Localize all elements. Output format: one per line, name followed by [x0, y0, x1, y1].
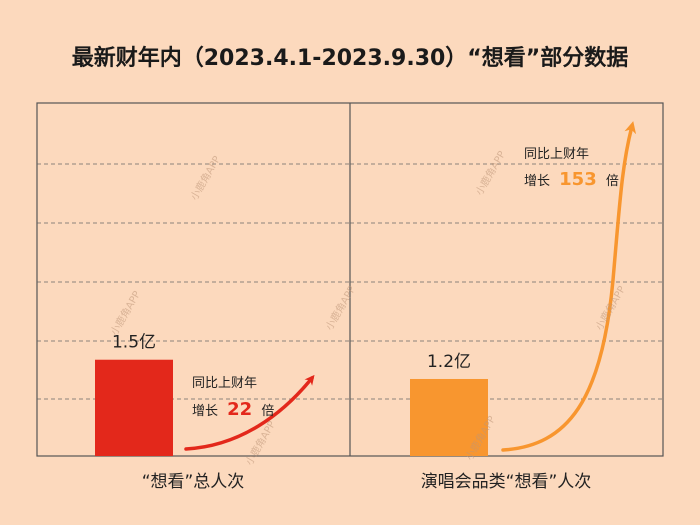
growth-prefix-left: 增长	[192, 404, 218, 419]
growth-line2-right: 增长 153 倍	[524, 169, 619, 190]
bar-value-label-right: 1.2亿	[427, 352, 471, 372]
growth-line1-left: 同比上财年	[192, 376, 257, 391]
growth-arrow-right	[501, 121, 637, 452]
growth-number-left: 22	[227, 399, 252, 420]
gridlines	[37, 163, 663, 400]
chart-title: 最新财年内（2023.4.1-2023.9.30）“想看”部分数据	[71, 46, 629, 71]
growth-prefix-right: 增长	[524, 174, 550, 189]
bar-concert-views	[410, 378, 488, 456]
bar-total-views	[95, 359, 173, 456]
growth-line2-left: 增长 22 倍	[192, 399, 274, 420]
growth-line1-right: 同比上财年	[524, 147, 589, 162]
growth-number-right: 153	[559, 169, 597, 190]
growth-suffix-right: 倍	[606, 174, 619, 189]
growth-arrow-left	[184, 374, 315, 451]
growth-suffix-left: 倍	[261, 404, 274, 419]
category-label-left: “想看”总人次	[141, 472, 245, 492]
category-label-right: 演唱会品类“想看”人次	[420, 472, 592, 492]
bar-value-label-left: 1.5亿	[112, 333, 156, 353]
